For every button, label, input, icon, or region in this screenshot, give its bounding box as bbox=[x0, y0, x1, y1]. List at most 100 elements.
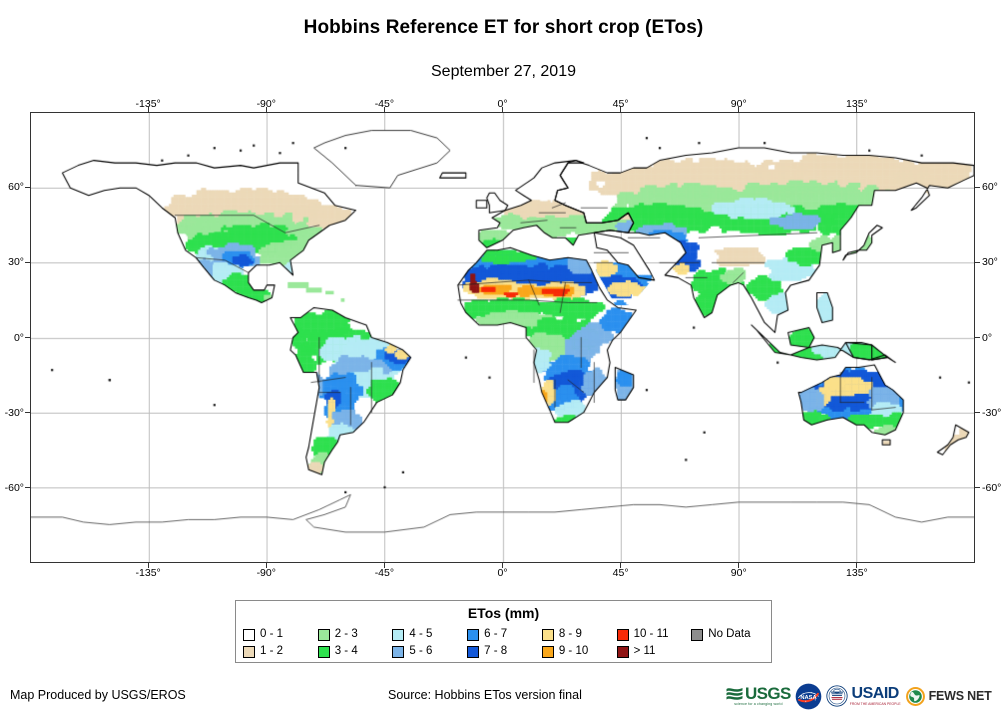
legend-label: 3 - 4 bbox=[334, 644, 358, 657]
usaid-logo: USAID FROM THE AMERICAN PEOPLE bbox=[826, 685, 901, 707]
x-tick-mark bbox=[502, 563, 503, 568]
y-tick-label: -60° bbox=[982, 481, 1002, 494]
legend-item: 7 - 8 bbox=[467, 643, 542, 660]
x-tick-label: 135° bbox=[846, 98, 868, 110]
legend-swatch bbox=[243, 628, 255, 641]
legend-item: 3 - 4 bbox=[317, 643, 393, 660]
legend-label: 2 - 3 bbox=[334, 627, 358, 640]
x-tick-label: 0° bbox=[497, 567, 508, 579]
fews-net-logo: FEWS NET bbox=[905, 686, 992, 707]
legend-label: 1 - 2 bbox=[260, 644, 284, 657]
svg-text:NASA: NASA bbox=[800, 695, 816, 701]
legend-swatch bbox=[392, 628, 405, 641]
x-tick-label: -90° bbox=[256, 98, 276, 110]
y-tick-label: 60° bbox=[8, 181, 24, 194]
y-tick-mark bbox=[975, 261, 980, 263]
legend-item: No Data bbox=[691, 626, 766, 643]
usgs-wordmark: USGS bbox=[745, 684, 791, 704]
y-tick-label: -30° bbox=[982, 406, 1002, 419]
x-tick-mark bbox=[147, 563, 149, 568]
legend-swatch bbox=[467, 628, 480, 641]
legend-label: 0 - 1 bbox=[260, 627, 284, 640]
x-tick-label: 45° bbox=[612, 98, 629, 110]
page-title: Hobbins Reference ET for short crop (ETo… bbox=[303, 17, 704, 38]
usaid-wordmark: USAID bbox=[851, 684, 900, 702]
y-tick-mark bbox=[25, 412, 30, 414]
legend-swatch bbox=[317, 628, 330, 641]
x-tick-mark bbox=[620, 563, 622, 568]
map-legend: ETos (mm) 0 - 1 1 - 2 2 - 3 3 - 4 4 - 5 5 - 6… bbox=[235, 600, 772, 663]
footer-credit: Map Produced by USGS/EROS bbox=[10, 688, 186, 702]
y-tick-mark bbox=[25, 261, 30, 263]
x-tick-label: 90° bbox=[730, 567, 747, 579]
legend-items: 0 - 1 1 - 2 2 - 3 3 - 4 4 - 5 5 - 6 6 - 7 7 - 8… bbox=[243, 626, 766, 660]
legend-label: > 11 bbox=[633, 644, 656, 657]
legend-label: 7 - 8 bbox=[484, 644, 508, 657]
x-tick-label: -135° bbox=[135, 567, 161, 579]
y-tick-label: 30° bbox=[8, 256, 24, 269]
legend-swatch bbox=[616, 628, 629, 641]
legend-label: 8 - 9 bbox=[558, 627, 582, 640]
legend-item: 9 - 10 bbox=[541, 643, 617, 660]
world-et-map-canvas[interactable] bbox=[31, 113, 974, 562]
fews-net-wordmark: FEWS NET bbox=[928, 689, 992, 703]
y-tick-mark bbox=[975, 487, 980, 489]
y-tick-mark bbox=[25, 186, 30, 188]
legend-swatch bbox=[691, 628, 704, 641]
y-tick-mark bbox=[975, 412, 980, 414]
usaid-tagline: FROM THE AMERICAN PEOPLE bbox=[849, 701, 901, 706]
legend-item: 6 - 7 bbox=[467, 626, 542, 643]
legend-item: > 11 bbox=[616, 643, 692, 660]
map-date-subtitle: September 27, 2019 bbox=[431, 63, 576, 80]
x-tick-label: -90° bbox=[256, 567, 276, 579]
y-tick-label: -60° bbox=[4, 481, 24, 494]
x-tick-label: -45° bbox=[374, 567, 395, 579]
legend-swatch bbox=[243, 645, 255, 658]
usaid-seal-icon bbox=[826, 685, 848, 707]
x-tick-mark bbox=[738, 563, 740, 568]
x-tick-label: -135° bbox=[135, 98, 161, 110]
legend-label: 6 - 7 bbox=[484, 627, 508, 640]
x-tick-label: 90° bbox=[730, 98, 747, 110]
legend-swatch bbox=[467, 645, 480, 658]
x-tick-label: 45° bbox=[612, 567, 629, 579]
x-tick-mark bbox=[383, 107, 385, 112]
y-tick-label: 60° bbox=[982, 181, 998, 194]
legend-label: 4 - 5 bbox=[409, 627, 433, 640]
x-tick-mark bbox=[856, 563, 858, 568]
legend-item: 5 - 6 bbox=[392, 643, 467, 660]
nasa-logo: NASA bbox=[795, 683, 822, 709]
y-tick-label: 30° bbox=[982, 256, 998, 269]
legend-swatch bbox=[317, 645, 330, 658]
legend-item: 2 - 3 bbox=[317, 626, 393, 643]
legend-item: 10 - 11 bbox=[616, 626, 692, 643]
y-tick-mark bbox=[975, 186, 980, 188]
y-tick-label: -30° bbox=[4, 406, 24, 419]
x-tick-mark bbox=[620, 107, 622, 112]
y-tick-label: 0° bbox=[982, 331, 993, 344]
usgs-tagline: science for a changing world bbox=[734, 702, 783, 707]
x-tick-mark bbox=[383, 563, 385, 568]
x-tick-mark bbox=[265, 563, 267, 568]
x-tick-mark bbox=[265, 107, 267, 112]
legend-item: 1 - 2 bbox=[243, 643, 318, 660]
legend-label: 10 - 11 bbox=[633, 627, 669, 640]
usgs-wave-icon bbox=[726, 688, 743, 700]
legend-swatch bbox=[541, 645, 554, 658]
legend-label: 9 - 10 bbox=[558, 644, 589, 657]
legend-item: 8 - 9 bbox=[541, 626, 617, 643]
fews-globe-icon bbox=[905, 686, 925, 706]
footer-source: Source: Hobbins ETos version final bbox=[388, 688, 582, 702]
legend-swatch bbox=[541, 628, 554, 641]
map-panel[interactable] bbox=[30, 112, 975, 563]
legend-label: 5 - 6 bbox=[409, 644, 433, 657]
x-tick-mark bbox=[502, 107, 503, 112]
legend-swatch bbox=[616, 645, 629, 658]
x-tick-mark bbox=[856, 107, 858, 112]
x-tick-mark bbox=[147, 107, 149, 112]
x-tick-label: 135° bbox=[846, 567, 868, 579]
legend-swatch bbox=[392, 645, 405, 658]
x-tick-label: -45° bbox=[374, 98, 395, 110]
y-tick-mark bbox=[25, 487, 30, 489]
x-tick-mark bbox=[738, 107, 740, 112]
